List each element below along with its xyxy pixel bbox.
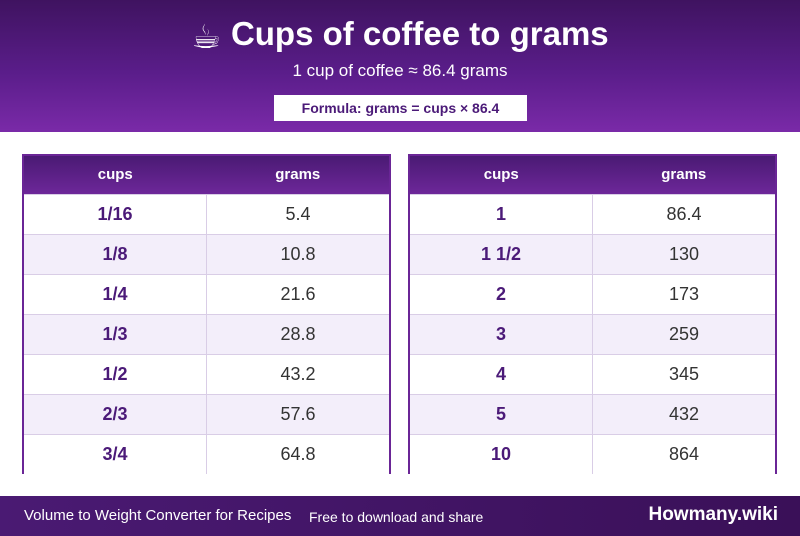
table-header: cups grams (410, 156, 775, 194)
table-row: 1/2 43.2 (24, 354, 389, 394)
grams-cell: 345 (668, 364, 700, 384)
table-row: 1 86.4 (410, 194, 775, 234)
cups-cell: 1 1/2 (410, 235, 593, 274)
table-row: 1/16 5.4 (24, 194, 389, 234)
table-row: 3 259 (410, 314, 775, 354)
table-row: 1/3 28.8 (24, 314, 389, 354)
grams-cell: 259 (668, 324, 700, 344)
brand-logo-text[interactable]: Howmany.wiki (648, 504, 778, 525)
header-banner: ☕ Cups of coffee to grams 1 cup of coffee… (0, 0, 800, 132)
page-title-text: Cups of coffee to grams (230, 15, 609, 52)
grams-cell: 130 (668, 244, 700, 264)
grams-cell: 28.8 (280, 324, 316, 344)
column-header-grams: grams (275, 166, 321, 183)
grams-cell: 432 (668, 404, 700, 424)
cups-cell: 5 (410, 395, 593, 434)
cups-cell: 3 (410, 315, 593, 354)
cups-cell: 4 (410, 355, 593, 394)
cups-cell: 1/4 (24, 275, 207, 314)
grams-cell: 86.4 (666, 204, 702, 224)
cups-cell: 1/16 (24, 195, 207, 234)
table-row: 1/4 21.6 (24, 274, 389, 314)
column-header-grams: grams (661, 166, 707, 183)
footer-tagline: Volume to Weight Converter for Recipes (24, 507, 292, 524)
column-header-cups: cups (97, 166, 133, 183)
cups-cell: 1 (410, 195, 593, 234)
cups-cell: 3/4 (24, 435, 207, 474)
table-body: 1/16 5.4 1/8 10.8 1/4 21.6 1/3 28.8 1/2 43.2 … (24, 194, 389, 474)
grams-cell: 64.8 (280, 444, 316, 464)
grams-cell: 5.4 (285, 204, 311, 224)
coffee-cup-icon: ☕ (191, 18, 221, 55)
table-row: 1/8 10.8 (24, 234, 389, 274)
grams-cell: 21.6 (280, 284, 316, 304)
cups-cell: 2 (410, 275, 593, 314)
cups-cell: 1/3 (24, 315, 207, 354)
cups-cell: 10 (410, 435, 593, 474)
grams-cell: 57.6 (280, 404, 316, 424)
footer-bar: Volume to Weight Converter for Recipes F… (0, 496, 800, 536)
column-header-cups: cups (483, 166, 519, 183)
page-title: ☕ Cups of coffee to grams (0, 14, 800, 57)
table-header: cups grams (24, 156, 389, 194)
table-row: 2/3 57.6 (24, 394, 389, 434)
grams-cell: 10.8 (280, 244, 316, 264)
cups-cell: 1/2 (24, 355, 207, 394)
table-row: 3/4 64.8 (24, 434, 389, 474)
conversion-table-left: cups grams 1/16 5.4 1/8 10.8 1/4 21.6 1/3 28… (22, 154, 391, 474)
page-subtitle: 1 cup of coffee ≈ 86.4 grams (292, 61, 508, 80)
grams-cell: 173 (668, 284, 700, 304)
table-row: 10 864 (410, 434, 775, 474)
grams-cell: 43.2 (280, 364, 316, 384)
table-body: 1 86.4 1 1/2 130 2 173 3 259 4 345 5 432 10 864 (410, 194, 775, 474)
table-row: 4 345 (410, 354, 775, 394)
formula-badge: Formula: grams = cups × 86.4 (274, 95, 527, 121)
conversion-table-right: cups grams 1 86.4 1 1/2 130 2 173 3 259 4 345… (408, 154, 777, 474)
table-row: 5 432 (410, 394, 775, 434)
table-row: 1 1/2 130 (410, 234, 775, 274)
table-row: 2 173 (410, 274, 775, 314)
footer-share-note: Free to download and share (309, 509, 484, 525)
grams-cell: 864 (668, 444, 700, 464)
cups-cell: 2/3 (24, 395, 207, 434)
cups-cell: 1/8 (24, 235, 207, 274)
